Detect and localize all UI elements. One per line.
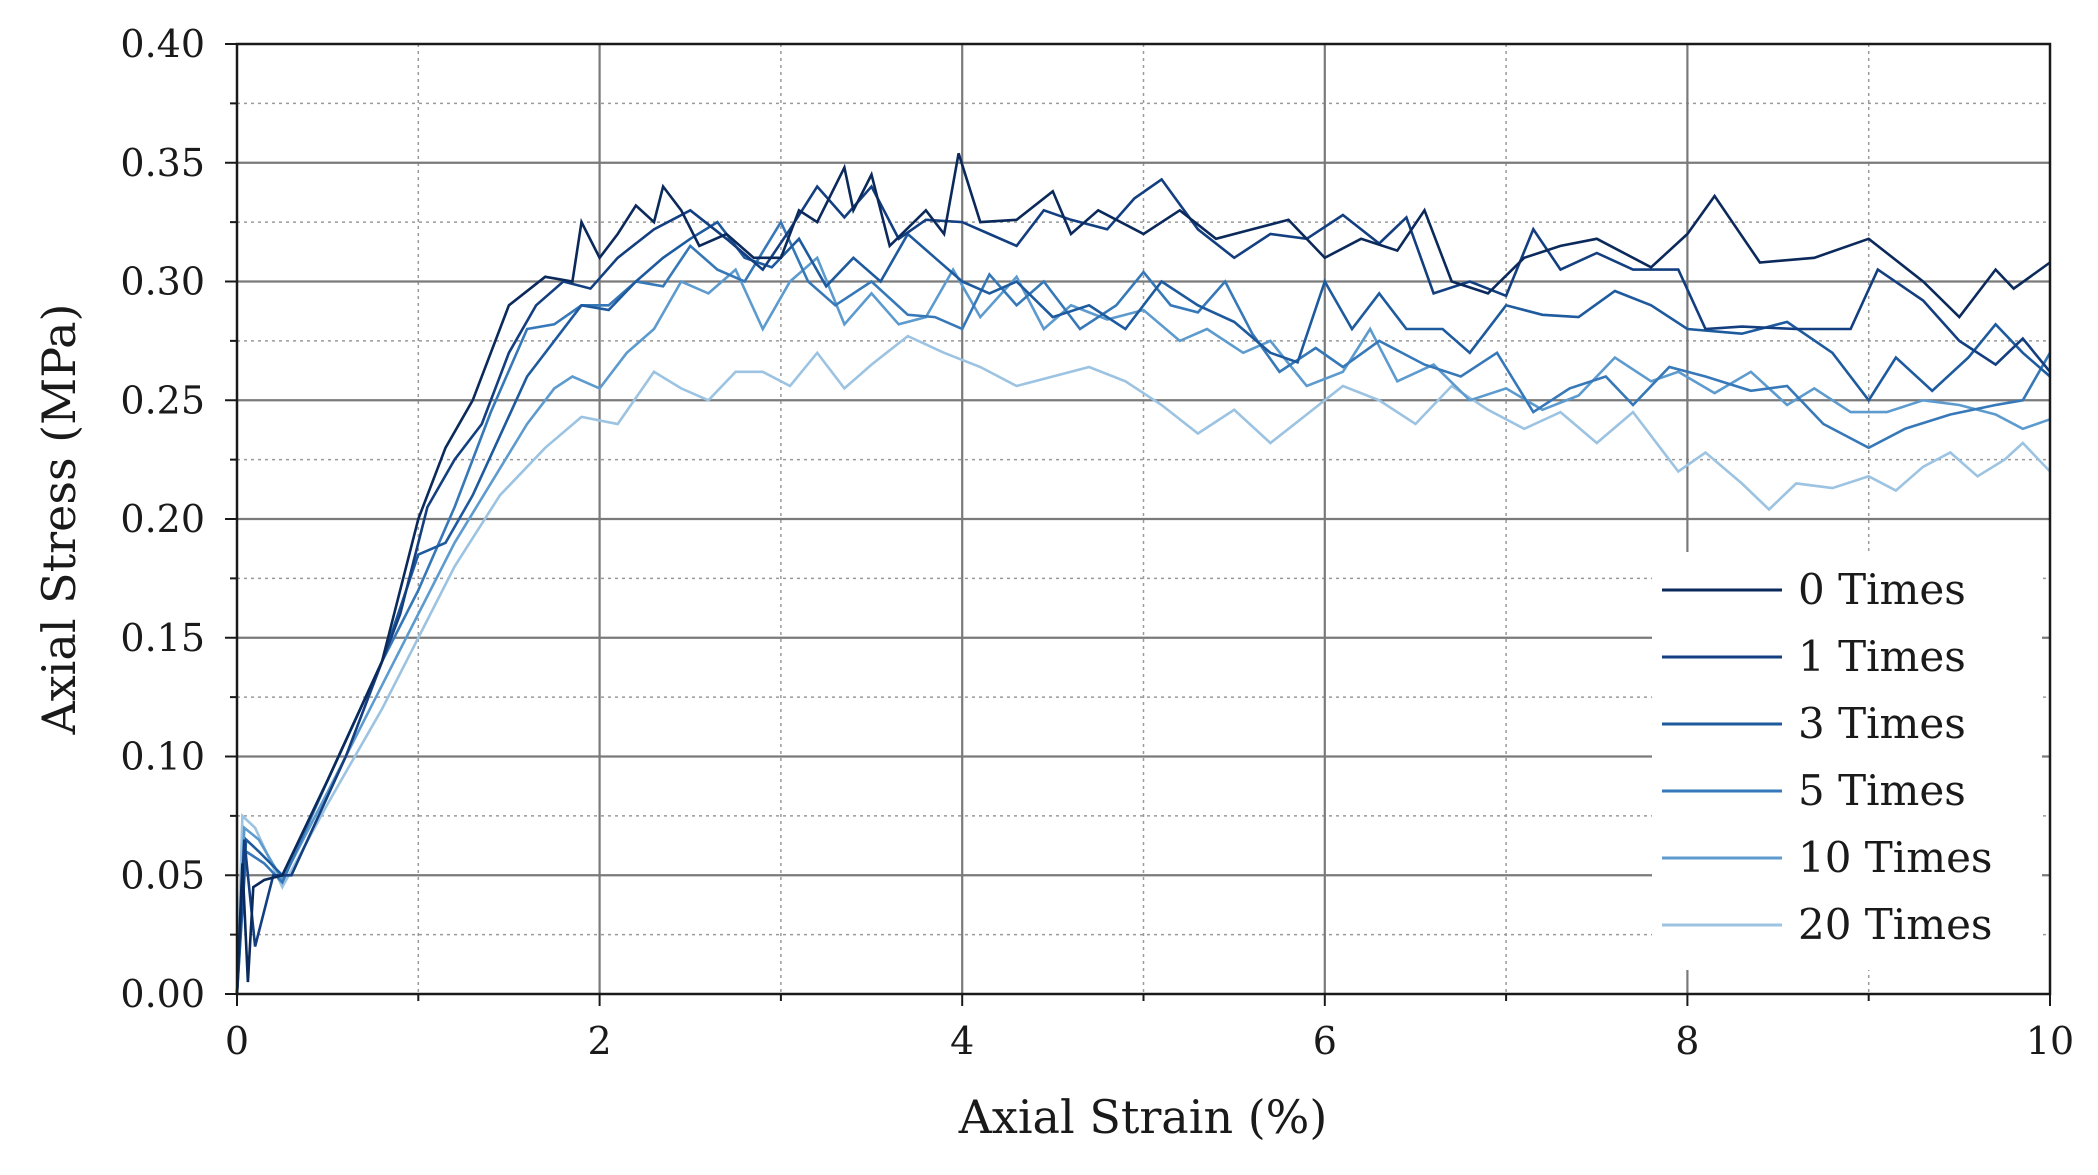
x-tick-label: 8 (1675, 1019, 1699, 1063)
y-tick-label: 0.10 (120, 735, 205, 779)
series-line-1-times (235, 177, 2052, 995)
series-line-0-times (235, 152, 2051, 995)
series-line-3-times (235, 220, 2051, 995)
y-tick-label: 0.20 (120, 497, 205, 541)
legend: 0 Times 1 Times 3 Times 5 Times 10 Times 20 T… (1652, 552, 2042, 970)
x-tick-label: 2 (588, 1019, 612, 1063)
y-tick-label: 0.05 (120, 853, 205, 897)
x-axis-tick-labels: 0 2 4 6 8 10 (225, 1019, 2074, 1063)
x-tick-label: 6 (1313, 1019, 1337, 1063)
y-tick-label: 0.25 (120, 378, 205, 422)
series-layer (235, 152, 2052, 995)
y-tick-label: 0.00 (120, 972, 205, 1016)
y-tick-label: 0.30 (120, 260, 205, 304)
x-tick-label: 0 (225, 1019, 249, 1063)
x-tick-label: 4 (950, 1019, 974, 1063)
legend-label-0-times: 0 Times (1798, 565, 1966, 614)
legend-label-10-times: 10 Times (1798, 833, 1992, 882)
series-line-10-times (235, 255, 2051, 995)
legend-label-20-times: 20 Times (1798, 900, 1992, 949)
x-tick-label: 10 (2026, 1019, 2074, 1063)
series-line-5-times (235, 219, 2052, 995)
series-line-20-times (235, 334, 2051, 995)
y-tick-label: 0.35 (120, 141, 205, 185)
y-tick-label: 0.15 (120, 616, 205, 660)
legend-label-1-times: 1 Times (1798, 632, 1966, 681)
x-axis-title: Axial Strain (%) (958, 1090, 1328, 1144)
legend-label-3-times: 3 Times (1798, 699, 1966, 748)
legend-box (1652, 552, 2042, 970)
y-tick-label: 0.40 (120, 22, 205, 66)
legend-label-5-times: 5 Times (1798, 766, 1966, 815)
y-axis-title: Axial Stress (MPa) (32, 304, 86, 736)
tick-marks (225, 43, 2051, 1006)
y-axis-tick-labels: 0.00 0.05 0.10 0.15 0.20 0.25 0.30 0.35 0.40 (120, 22, 205, 1016)
